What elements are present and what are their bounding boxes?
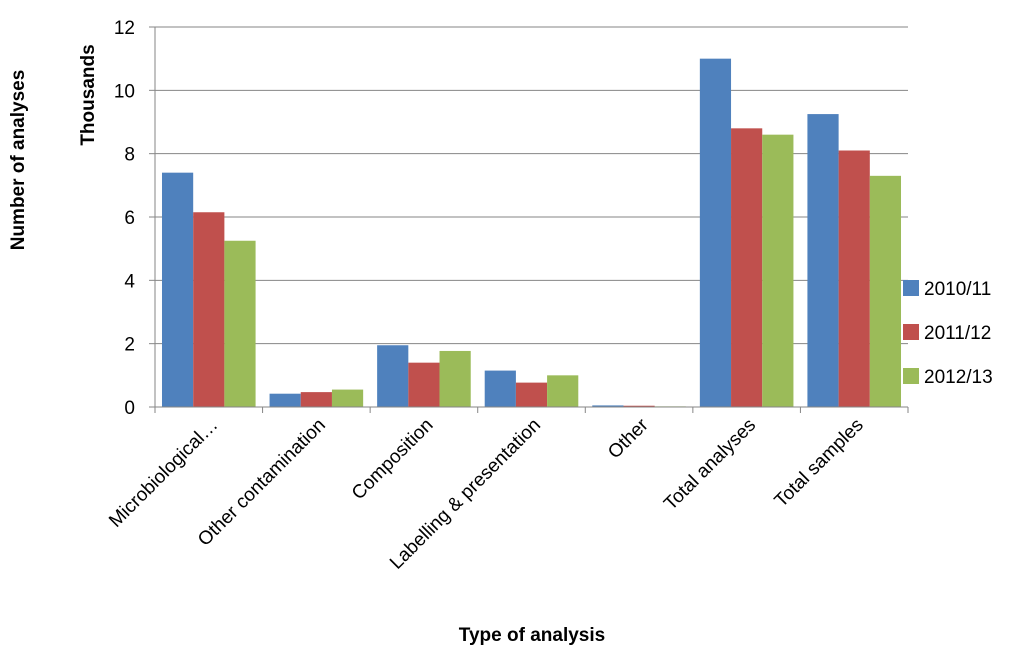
legend-swatch — [903, 324, 919, 340]
y-axis-unit-label: Thousands — [78, 44, 99, 145]
bar — [547, 375, 579, 407]
bar — [807, 114, 839, 407]
x-tick-label: Other — [604, 414, 653, 463]
bar — [408, 362, 440, 407]
y-tick-label: 4 — [124, 271, 135, 292]
bar — [331, 389, 364, 407]
bar — [515, 382, 548, 407]
legend: 2010/11 2011/12 2012/13 — [903, 279, 993, 388]
bar — [193, 212, 225, 407]
y-tick-label: 2 — [124, 335, 135, 356]
y-axis-title: Number of analyses — [8, 70, 29, 251]
bar — [439, 350, 471, 407]
bar — [224, 240, 256, 407]
y-tick-label: 10 — [114, 81, 135, 102]
bar — [731, 128, 763, 408]
legend-swatch — [903, 368, 919, 384]
bar — [269, 393, 301, 407]
gridlines — [149, 26, 908, 408]
y-tick-label: 0 — [124, 398, 135, 419]
bar — [762, 134, 794, 407]
x-tick-labels: Microbiological…Other contamination Compo… — [105, 414, 868, 573]
bar — [623, 405, 655, 407]
x-tick-label: Composition — [348, 415, 438, 505]
y-tick-label: 12 — [114, 18, 135, 39]
x-axis-title: Type of analysis — [459, 625, 605, 646]
x-tick-label: Total samples — [771, 415, 868, 512]
legend-swatch — [903, 280, 919, 296]
bars — [161, 58, 902, 408]
bar — [699, 58, 732, 408]
legend-label: 2010/11 — [924, 279, 991, 300]
bar — [869, 175, 902, 407]
y-tick-labels: 0 2 4 6 8 10 12 — [114, 18, 136, 419]
axes — [154, 27, 909, 413]
bar — [300, 392, 332, 407]
bar — [592, 405, 624, 407]
bar — [838, 150, 870, 407]
legend-label: 2011/12 — [924, 323, 991, 344]
bar — [377, 345, 409, 407]
bar — [484, 370, 516, 407]
y-tick-label: 6 — [124, 208, 135, 229]
x-tick-label: Total analyses — [660, 415, 760, 515]
legend-label: 2012/13 — [924, 367, 993, 388]
bar — [161, 172, 194, 407]
x-tick-label: Microbiological… — [105, 415, 222, 532]
y-tick-label: 8 — [124, 145, 135, 166]
